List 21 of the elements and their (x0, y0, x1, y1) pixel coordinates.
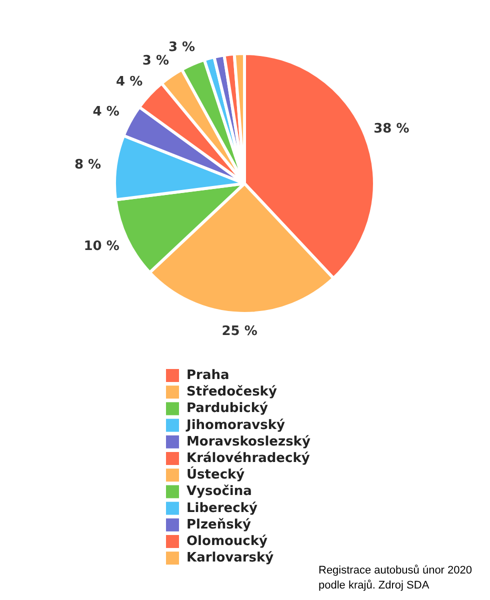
data-label: 4 % (92, 104, 120, 120)
data-label: 25 % (222, 324, 258, 339)
legend-label: Praha (186, 368, 230, 383)
legend-label: Vysočina (186, 484, 252, 500)
legend-label: Jihomoravský (186, 418, 286, 433)
data-label: 38 % (374, 122, 410, 137)
legend-label: Karlovarský (186, 550, 274, 566)
legend-label: Pardubický (186, 401, 269, 416)
legend-label: Středočeský (186, 384, 278, 400)
legend-label: Liberecký (186, 500, 258, 516)
legend-label: Moravskoslezský (186, 434, 311, 450)
text: Registrace autobusů únor 2020 podle krajů. Zdroj SDA (318, 564, 472, 592)
legend-label: Plzeňský (186, 517, 252, 532)
legend-label: Královéhradecký (186, 451, 310, 466)
data-label: 3 % (168, 40, 196, 56)
data-label: 4 % (116, 74, 143, 90)
legend-label: Ústecký (186, 466, 246, 483)
data-label: 10 % (84, 239, 120, 254)
data-label: 3 % (142, 54, 169, 69)
data-label: 8 % (74, 157, 102, 172)
legend-label: Olomoucký (186, 534, 268, 549)
